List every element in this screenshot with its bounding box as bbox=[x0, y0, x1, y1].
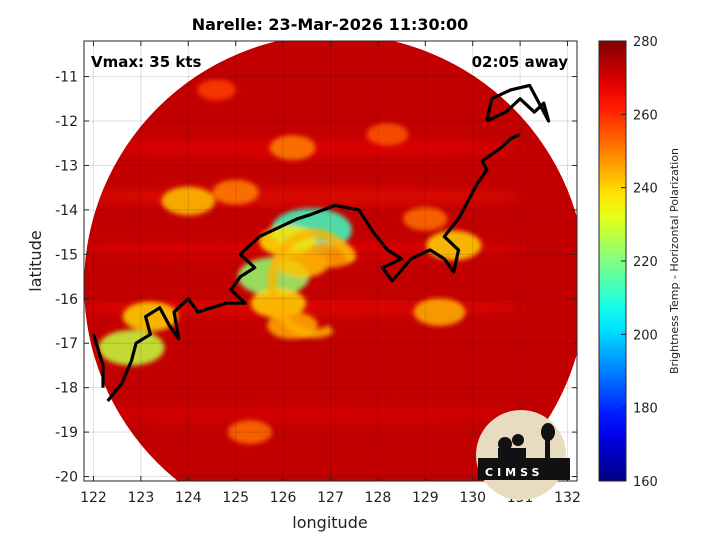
y-tick-label: -17 bbox=[55, 336, 78, 352]
x-tick-label: 122 bbox=[80, 490, 107, 506]
brightness-feature bbox=[227, 420, 273, 445]
x-tick-label: 123 bbox=[128, 490, 155, 506]
coastline-outline bbox=[106, 132, 521, 402]
colorbar-tick-label: 200 bbox=[633, 328, 658, 343]
swath-band bbox=[84, 405, 524, 424]
coastline-outline bbox=[485, 83, 551, 123]
colorbar-tick-label: 240 bbox=[633, 182, 658, 197]
logo-dish-left bbox=[498, 437, 512, 451]
logo-tower bbox=[545, 438, 550, 460]
y-tick-label: -19 bbox=[55, 425, 78, 441]
x-tick-label: 127 bbox=[317, 490, 344, 506]
logo-building bbox=[478, 458, 570, 480]
cimss-logo: CIMSS bbox=[476, 410, 570, 500]
spiral-arc bbox=[267, 229, 356, 339]
brightness-feature bbox=[212, 179, 259, 205]
colorbar-tick-label: 160 bbox=[633, 475, 658, 490]
plot-area: 122123124125126127128129130131132 -11-12… bbox=[55, 40, 581, 506]
colorbar: 280 260 240 220 200 180 160 Brightness Temp - … bbox=[598, 35, 681, 490]
colorbar-tick-label: 260 bbox=[633, 108, 658, 123]
coastline-outline bbox=[91, 333, 105, 388]
brightness-feature bbox=[413, 298, 466, 326]
colorbar-tick-label: 280 bbox=[633, 35, 658, 50]
y-tick-label: -12 bbox=[55, 114, 78, 130]
x-tick-label: 124 bbox=[175, 490, 202, 506]
x-tick-label: 132 bbox=[554, 490, 581, 506]
y-tick-label: -14 bbox=[55, 203, 78, 219]
y-tick-label: -11 bbox=[55, 70, 78, 86]
x-tick-label: 126 bbox=[270, 490, 297, 506]
y-tick-label: -16 bbox=[55, 292, 78, 308]
y-axis-label: latitude bbox=[26, 230, 45, 291]
y-tick-label: -20 bbox=[55, 470, 78, 486]
chart-title: Narelle: 23-Mar-2026 11:30:00 bbox=[192, 15, 469, 34]
brightness-feature bbox=[98, 329, 165, 366]
logo-water-tank bbox=[541, 423, 555, 441]
logo-dish-right bbox=[512, 434, 524, 446]
x-tick-label: 129 bbox=[412, 490, 439, 506]
y-tick-label: -15 bbox=[55, 247, 78, 263]
vmax-annotation: Vmax: 35 kts bbox=[91, 53, 201, 71]
swath-band bbox=[84, 187, 524, 206]
colorbar-tick-label: 220 bbox=[633, 255, 658, 270]
brightness-feature bbox=[269, 135, 316, 161]
logo-text: CIMSS bbox=[485, 466, 543, 479]
y-tick-label: -13 bbox=[55, 158, 78, 174]
time-away-annotation: 02:05 away bbox=[472, 53, 569, 71]
brightness-feature bbox=[403, 206, 448, 231]
colorbar-label: Brightness Temp - Horizontal Polarizatio… bbox=[668, 148, 681, 374]
x-tick-label: 130 bbox=[459, 490, 486, 506]
brightness-feature bbox=[197, 79, 237, 101]
x-axis-label: longitude bbox=[292, 513, 367, 532]
colorbar-tick-label: 180 bbox=[633, 402, 658, 417]
y-tick-label: -18 bbox=[55, 381, 78, 397]
grid-lines bbox=[84, 41, 577, 481]
x-tick-label: 125 bbox=[222, 490, 249, 506]
colorbar-ticks: 280 260 240 220 200 180 160 bbox=[621, 35, 658, 490]
brightness-feature bbox=[122, 301, 178, 332]
x-tick-label: 128 bbox=[365, 490, 392, 506]
brightness-feature bbox=[161, 186, 215, 216]
coastline bbox=[91, 83, 551, 402]
brightness-feature bbox=[366, 123, 409, 146]
storm-spiral-band bbox=[267, 229, 356, 339]
y-axis-ticks: -11 -12 -13 -14 -15 -16 -17 -18 -19 -20 bbox=[55, 70, 577, 486]
logo-dish-base bbox=[498, 448, 526, 460]
